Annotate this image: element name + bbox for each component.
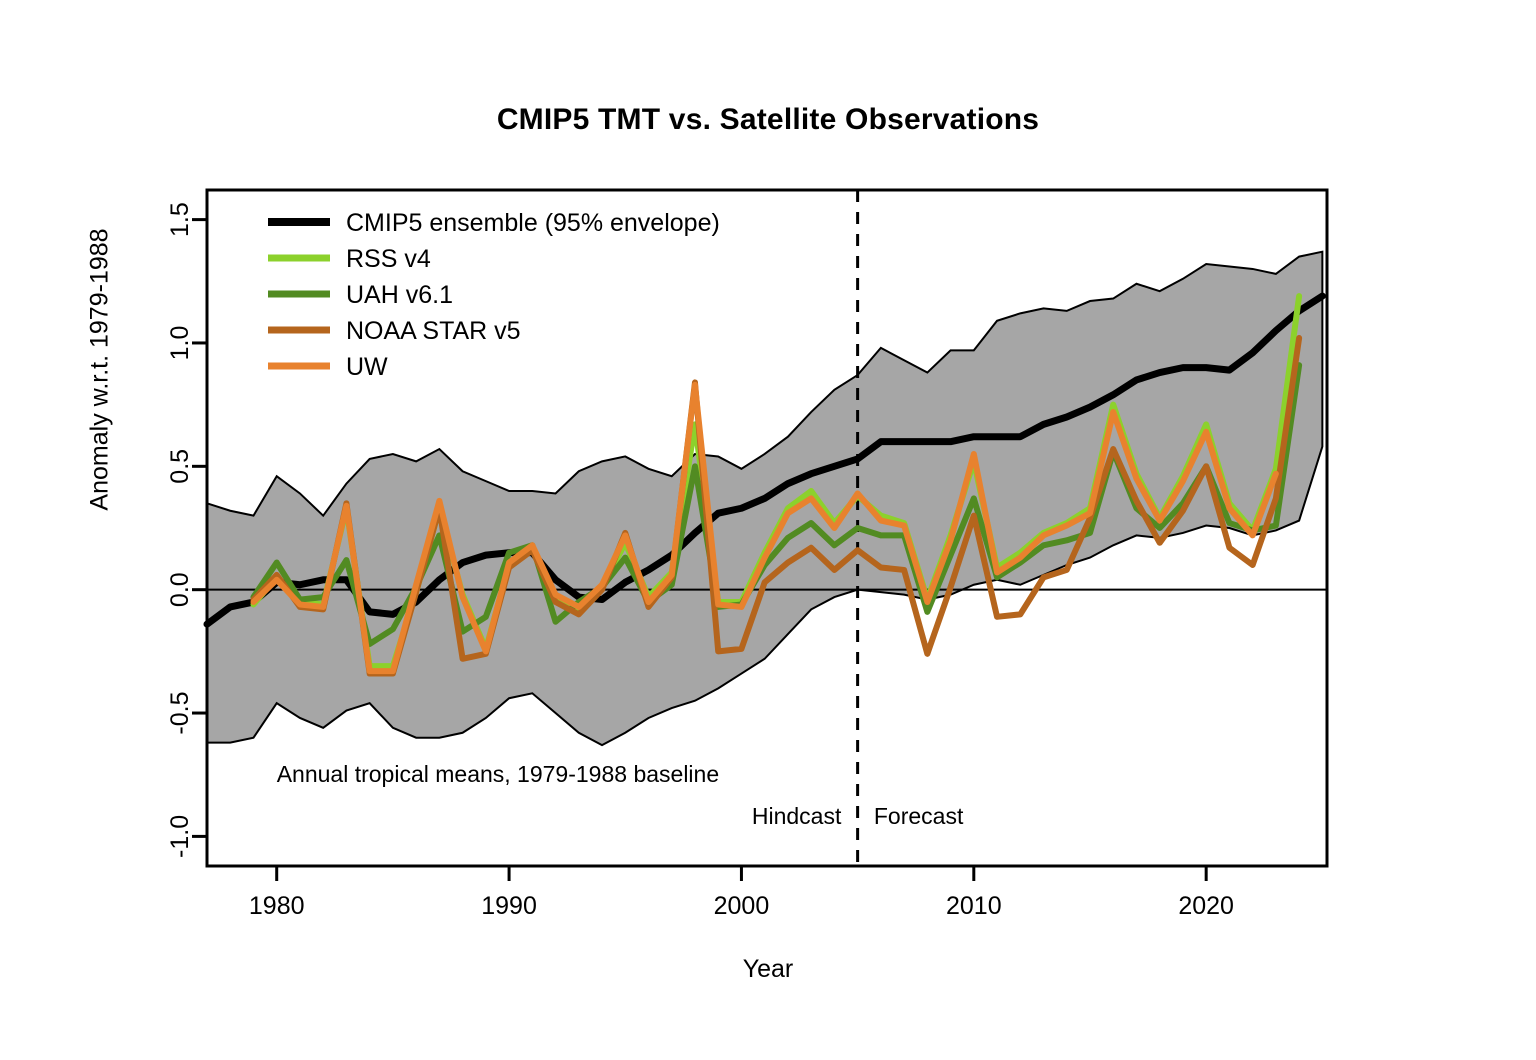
legend-label-1: RSS v4 [346,245,431,273]
legend-label-2: UAH v6.1 [346,281,453,309]
legend-label-4: UW [346,353,388,381]
y-tick-label: 1.5 [166,202,194,237]
annotations-group: Annual tropical means, 1979-1988 baselin… [277,761,964,829]
x-tick-label: 1990 [481,892,537,920]
hindcast-label: Hindcast [752,803,842,829]
series-group [203,292,1326,677]
legend-label-3: NOAA STAR v5 [346,317,521,345]
baseline-note: Annual tropical means, 1979-1988 baselin… [277,761,719,787]
y-tick-label: 0.5 [166,449,194,484]
series-line-uw [250,381,1279,675]
series-line-cmip5_mean [203,292,1326,628]
plot-frame [205,188,1329,868]
x-axis: 1980 1990 2000 2010 2020 [249,866,1234,920]
y-axis: -1.0 -0.5 0.0 0.5 1.0 1.5 [166,202,207,858]
y-tick-label: 0.0 [166,572,194,607]
page-title: CMIP5 TMT vs. Satellite Observations [496,103,1040,136]
x-tick-label: 1980 [249,892,305,920]
chart-legend: CMIP5 ensemble (95% envelope) RSS v4 UAH v… [268,209,720,381]
legend-label-0: CMIP5 ensemble (95% envelope) [346,209,720,237]
x-tick-label: 2000 [714,892,770,920]
y-tick-label: -1.0 [166,815,194,858]
y-tick-label: 1.0 [166,326,194,361]
x-tick-label: 2020 [1178,892,1234,920]
x-axis-label: Year [742,955,794,983]
forecast-label: Forecast [874,803,964,829]
x-tick-label: 2010 [946,892,1002,920]
y-tick-label: -0.5 [166,691,194,734]
